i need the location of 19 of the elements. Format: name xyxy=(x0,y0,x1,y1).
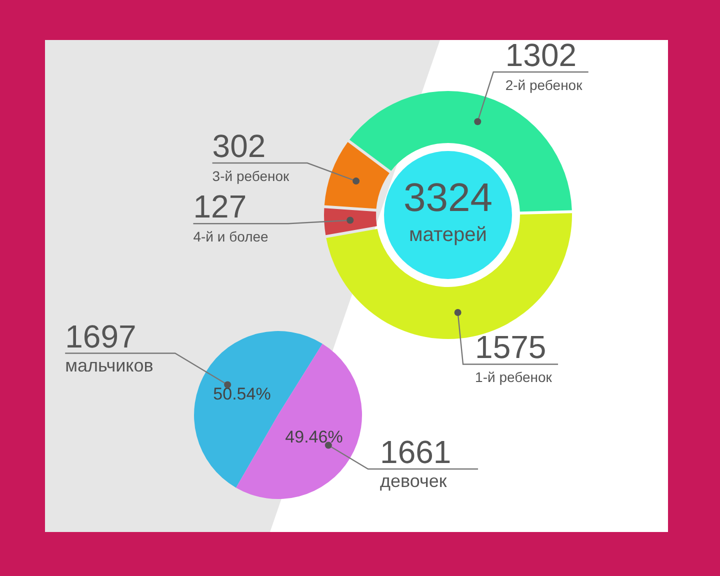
slice-label: девочек xyxy=(380,471,447,492)
text: 1661 xyxy=(380,434,452,470)
data-label: 1575 xyxy=(475,329,546,366)
slice-label: 2-й ребенок xyxy=(505,77,584,94)
slice-label: 1-й ребенок xyxy=(475,369,553,386)
slice-label: 4-й и более xyxy=(193,228,269,245)
data-label: 302 xyxy=(212,128,266,164)
text: 3324 xyxy=(404,176,492,220)
data-label: 49.46% xyxy=(285,428,343,447)
data-label: 127 xyxy=(193,188,247,225)
donut-slice xyxy=(324,142,390,209)
slice-label: 3-й ребенок xyxy=(212,168,290,184)
data-label: 50.54% xyxy=(213,384,271,404)
text: матерей xyxy=(409,224,487,246)
data-label: 1302 xyxy=(505,37,577,74)
slice-label: мальчиков xyxy=(65,355,154,376)
donut-slice xyxy=(349,91,572,212)
text: 1697 xyxy=(65,318,136,354)
donut-slice xyxy=(324,208,377,236)
